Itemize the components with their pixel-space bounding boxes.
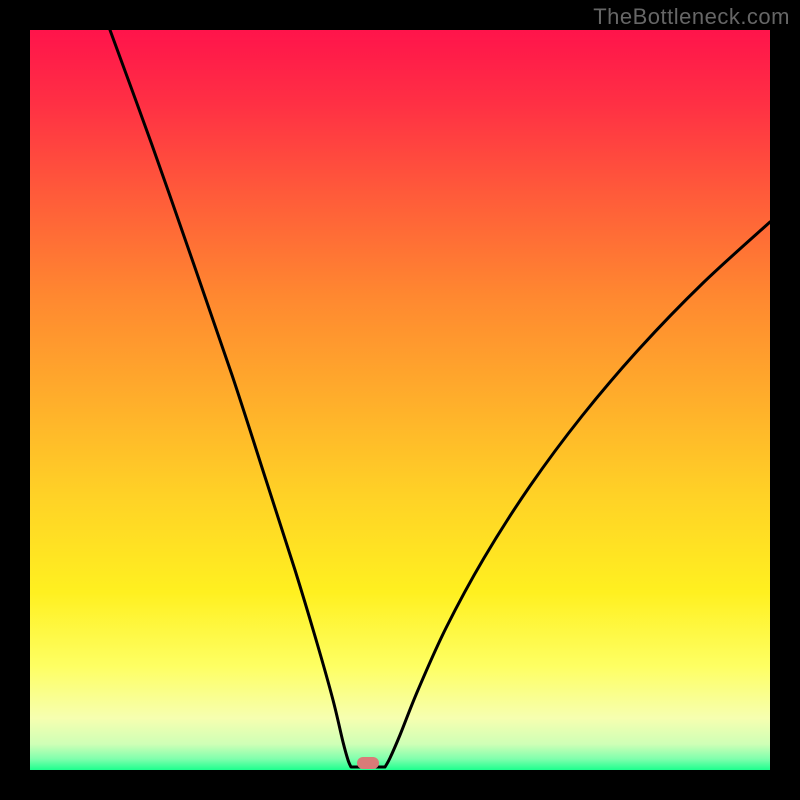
watermark-text: TheBottleneck.com	[593, 4, 790, 30]
chart-container: TheBottleneck.com	[0, 0, 800, 800]
bottleneck-chart	[0, 0, 800, 800]
optimum-marker	[357, 757, 379, 769]
plot-area	[30, 30, 770, 770]
